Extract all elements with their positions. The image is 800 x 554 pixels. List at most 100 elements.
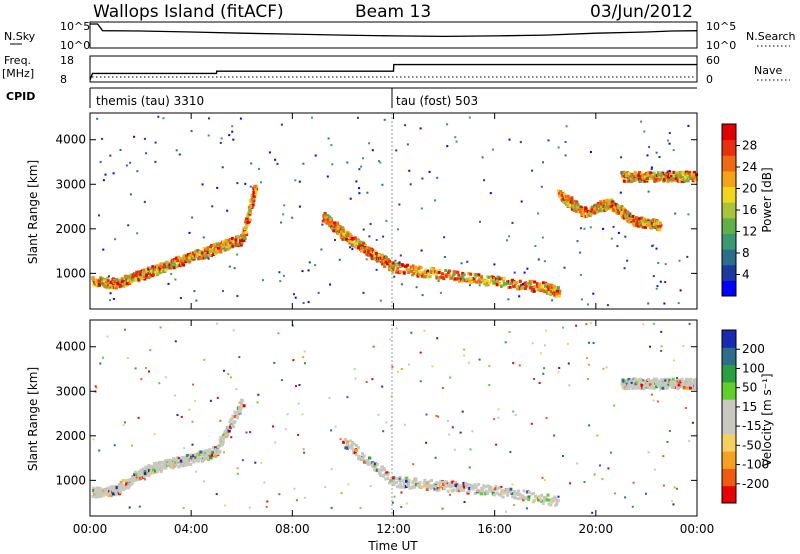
data-point bbox=[691, 421, 694, 424]
data-point bbox=[130, 280, 134, 284]
data-point bbox=[124, 274, 128, 278]
data-point bbox=[157, 115, 160, 118]
data-point bbox=[399, 254, 402, 257]
data-point bbox=[106, 490, 110, 493]
data-point bbox=[640, 219, 644, 223]
data-point bbox=[115, 490, 119, 494]
data-point bbox=[556, 287, 560, 291]
data-point bbox=[216, 243, 219, 247]
data-point bbox=[540, 352, 542, 355]
data-point bbox=[380, 262, 384, 266]
data-point bbox=[619, 209, 622, 213]
data-point bbox=[356, 446, 360, 450]
data-point bbox=[109, 489, 113, 493]
data-point bbox=[420, 274, 424, 278]
data-point bbox=[193, 290, 196, 293]
data-point bbox=[469, 448, 472, 451]
data-point bbox=[215, 452, 219, 456]
data-point bbox=[260, 462, 263, 464]
data-point bbox=[254, 461, 257, 464]
data-point bbox=[488, 486, 492, 489]
data-point bbox=[489, 277, 493, 281]
data-point bbox=[461, 279, 464, 283]
data-point bbox=[602, 199, 606, 203]
data-point bbox=[577, 206, 581, 209]
data-point bbox=[630, 220, 634, 224]
data-point bbox=[152, 471, 156, 475]
data-point bbox=[518, 295, 521, 298]
data-point bbox=[648, 379, 652, 383]
data-point bbox=[195, 253, 199, 257]
colorbar-segment bbox=[722, 451, 736, 469]
data-point bbox=[453, 277, 457, 281]
data-point bbox=[294, 179, 297, 182]
data-point bbox=[541, 476, 544, 479]
colorbar-segment bbox=[722, 433, 736, 452]
data-point bbox=[443, 236, 446, 239]
data-point bbox=[643, 175, 647, 179]
data-point bbox=[116, 282, 120, 286]
time-axis-ticks: 00:00 04:00 08:00 12:00 16:00 20:00 00:00 bbox=[73, 113, 714, 536]
data-point bbox=[543, 499, 547, 503]
data-point bbox=[152, 468, 155, 472]
data-point bbox=[496, 486, 500, 490]
data-point bbox=[330, 506, 333, 509]
data-point bbox=[298, 384, 301, 386]
data-point bbox=[538, 496, 542, 500]
data-point bbox=[147, 268, 150, 271]
data-point bbox=[360, 249, 363, 253]
data-point bbox=[191, 420, 194, 423]
data-point bbox=[413, 267, 417, 271]
data-point bbox=[571, 204, 575, 208]
data-point bbox=[646, 221, 650, 224]
data-point bbox=[664, 377, 668, 381]
data-point bbox=[569, 482, 572, 485]
data-point bbox=[246, 212, 250, 216]
data-point bbox=[372, 462, 376, 466]
x-tick-label: 00:00 bbox=[73, 522, 108, 536]
data-point bbox=[664, 379, 667, 382]
data-point bbox=[583, 481, 586, 483]
data-point bbox=[201, 458, 205, 462]
data-point bbox=[640, 174, 644, 178]
data-point bbox=[677, 383, 681, 387]
data-point bbox=[136, 232, 139, 235]
data-point bbox=[547, 139, 550, 142]
data-point bbox=[508, 235, 511, 238]
data-point bbox=[630, 381, 633, 384]
data-point bbox=[215, 493, 218, 496]
data-point bbox=[377, 469, 381, 473]
data-point bbox=[571, 201, 574, 205]
data-point bbox=[349, 233, 353, 237]
nsky-tick-top: 10^5 bbox=[60, 20, 90, 33]
data-point bbox=[472, 277, 476, 280]
data-point bbox=[197, 450, 201, 454]
data-point bbox=[388, 259, 391, 263]
data-point bbox=[240, 398, 244, 402]
data-point bbox=[483, 280, 487, 283]
data-point bbox=[180, 259, 184, 263]
data-point bbox=[214, 454, 218, 458]
data-point bbox=[387, 481, 391, 485]
data-point bbox=[293, 487, 296, 490]
data-point bbox=[441, 387, 444, 389]
data-point bbox=[236, 416, 239, 420]
data-point bbox=[398, 203, 401, 206]
data-point bbox=[633, 170, 637, 174]
data-point bbox=[98, 283, 102, 287]
data-point bbox=[411, 485, 414, 489]
data-point bbox=[163, 463, 167, 467]
data-point bbox=[534, 245, 537, 247]
data-point bbox=[223, 248, 227, 252]
data-point bbox=[229, 241, 233, 245]
data-point bbox=[646, 177, 650, 180]
data-point bbox=[649, 345, 651, 348]
data-point bbox=[443, 256, 446, 258]
data-point bbox=[420, 207, 423, 210]
data-point bbox=[512, 285, 516, 289]
data-point bbox=[109, 282, 113, 286]
data-point bbox=[588, 341, 590, 344]
data-point bbox=[293, 293, 295, 296]
data-point bbox=[321, 223, 324, 226]
data-point bbox=[192, 454, 196, 458]
